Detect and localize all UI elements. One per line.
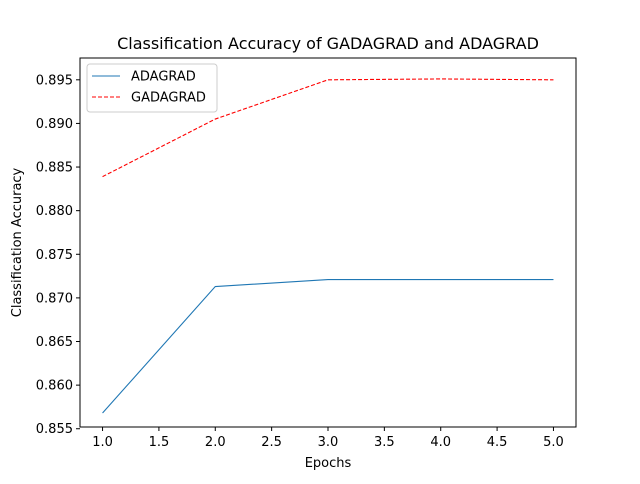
x-tick-label: 4.5 [487, 435, 508, 450]
y-tick-label: 0.895 [36, 73, 73, 88]
y-tick-label: 0.875 [36, 248, 73, 263]
y-axis: 0.855 0.860 0.865 0.870 0.875 0.880 0.885 0.890… [36, 73, 80, 437]
chart-title: Classification Accuracy of GADAGRAD and … [117, 34, 539, 53]
legend-label-gadagrad: GADAGRAD [131, 91, 206, 106]
x-tick-label: 5.0 [543, 435, 564, 450]
series-line-adagrad [102, 279, 554, 414]
series-layer [102, 78, 554, 414]
y-axis-label: Classification Accuracy [10, 167, 25, 317]
x-tick-label: 4.0 [430, 435, 451, 450]
x-tick-label: 3.0 [318, 435, 339, 450]
y-tick-label: 0.890 [36, 117, 73, 132]
y-tick-label: 0.855 [36, 422, 73, 437]
y-tick-label: 0.860 [36, 379, 73, 394]
legend-label-adagrad: ADAGRAD [131, 70, 196, 85]
x-axis-label: Epochs [305, 456, 352, 471]
legend: ADAGRAD GADAGRAD [86, 63, 218, 113]
y-tick-label: 0.870 [36, 291, 73, 306]
y-tick-label: 0.865 [36, 335, 73, 350]
x-tick-label: 2.0 [205, 435, 226, 450]
x-tick-label: 2.5 [261, 435, 282, 450]
y-tick-label: 0.885 [36, 161, 73, 176]
x-tick-label: 1.5 [149, 435, 170, 450]
x-tick-label: 3.5 [374, 435, 395, 450]
series-line-gadagrad [102, 78, 554, 178]
y-tick-label: 0.880 [36, 204, 73, 219]
x-axis: 1.0 1.5 2.0 2.5 3.0 3.5 4.0 4.5 5.0 [92, 427, 564, 450]
x-tick-label: 1.0 [92, 435, 113, 450]
